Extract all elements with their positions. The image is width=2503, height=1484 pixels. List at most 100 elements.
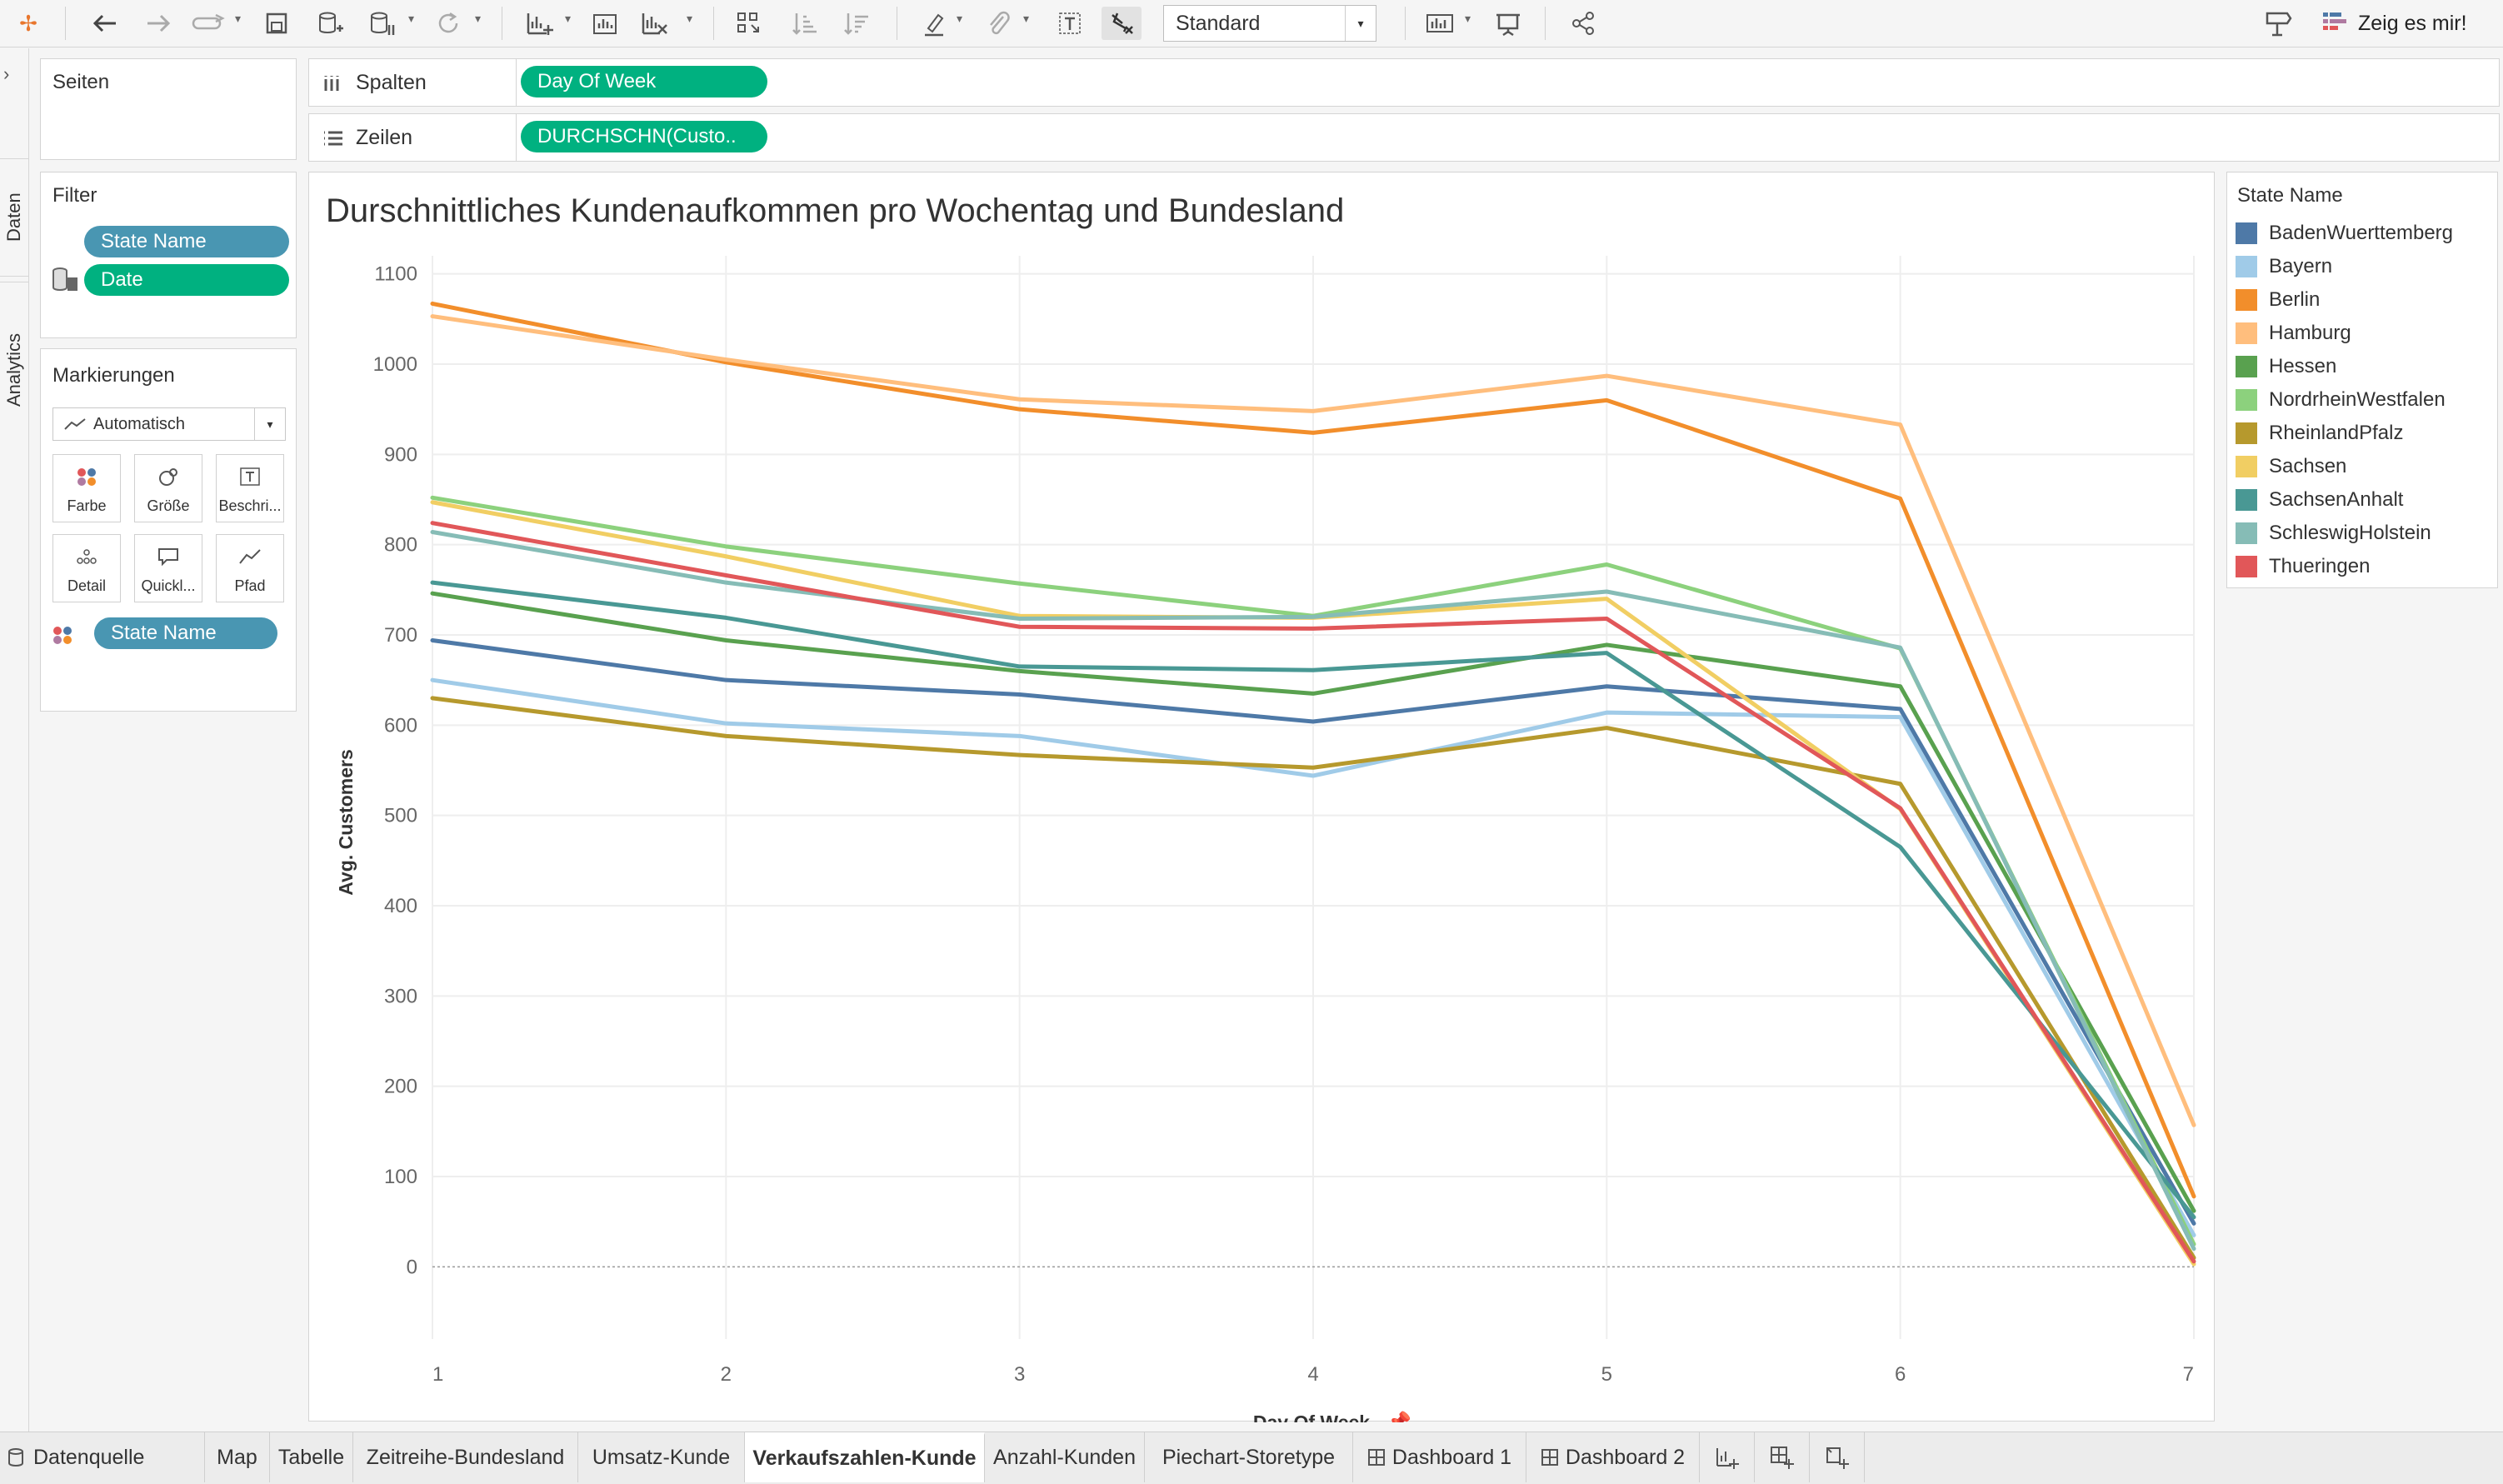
clear-dropdown-icon[interactable]: ▾ — [687, 12, 692, 26]
tab-piechart-storetype[interactable]: Piechart-Storetype — [1145, 1432, 1353, 1482]
rows-pill-avg-customers[interactable]: DURCHSCHN(Custo.. — [521, 121, 767, 152]
legend-item[interactable]: Hamburg — [2236, 319, 2351, 347]
filter-pill-state-name[interactable]: State Name — [84, 226, 289, 257]
replay-icon[interactable] — [188, 7, 230, 40]
save-icon[interactable] — [260, 7, 293, 40]
tooltip-button[interactable]: Quickl... — [134, 534, 202, 602]
new-story-tab-icon[interactable] — [1810, 1432, 1865, 1482]
legend-item[interactable]: SachsenAnhalt — [2236, 486, 2403, 514]
legend-item[interactable]: Hessen — [2236, 352, 2336, 381]
clear-sheet-icon[interactable] — [637, 7, 673, 40]
new-worksheet-tab-icon[interactable] — [1700, 1432, 1755, 1482]
new-datasource-icon[interactable] — [313, 7, 347, 40]
highlight-dropdown-icon[interactable]: ▾ — [957, 12, 962, 26]
tab-map[interactable]: Map — [205, 1432, 270, 1482]
pages-panel-title: Seiten — [52, 71, 109, 94]
swap-axes-icon[interactable] — [732, 7, 768, 40]
label-button[interactable]: Beschri... — [216, 454, 284, 522]
y-tick-label: 500 — [384, 805, 417, 827]
tab-label: Dashboard 1 — [1392, 1446, 1511, 1470]
legend-item[interactable]: NordrheinWestfalen — [2236, 386, 2446, 414]
new-worksheet-icon[interactable] — [522, 7, 558, 40]
undo-icon[interactable] — [87, 7, 123, 40]
duplicate-sheet-icon[interactable] — [588, 7, 625, 40]
path-button[interactable]: Pfad — [216, 534, 284, 602]
sort-descending-icon[interactable] — [840, 7, 877, 40]
tableau-logo-icon[interactable]: ✢ — [12, 7, 45, 40]
presentation-icon[interactable] — [1490, 7, 1526, 40]
refresh-dropdown-icon[interactable]: ▾ — [475, 12, 481, 26]
x-axis-title: Day Of Week — [1253, 1412, 1370, 1422]
color-pill-state-name[interactable]: State Name — [94, 617, 277, 649]
y-tick-label: 400 — [384, 895, 417, 917]
x-tick-label: 5 — [1601, 1363, 1612, 1386]
analytics-pane-tab[interactable]: Analytics — [0, 282, 28, 457]
y-tick-label: 200 — [384, 1076, 417, 1098]
replay-dropdown-icon[interactable]: ▾ — [235, 12, 241, 26]
group-icon[interactable] — [980, 7, 1017, 40]
datasource-dropdown-icon[interactable]: ▾ — [408, 12, 414, 26]
legend-label: Hessen — [2269, 355, 2336, 378]
tab-zeitreihe[interactable]: Zeitreihe-Bundesland — [353, 1432, 578, 1482]
chevron-down-icon: ▾ — [1345, 6, 1376, 41]
legend-item[interactable]: BadenWuerttemberg — [2236, 219, 2453, 247]
view-size-select[interactable]: Standard ▾ — [1163, 5, 1376, 42]
sort-ascending-icon[interactable] — [788, 7, 825, 40]
legend-swatch — [2236, 556, 2257, 577]
show-cards-icon[interactable] — [1421, 7, 1458, 40]
dashboard-icon — [1541, 1448, 1559, 1467]
tab-dashboard-1[interactable]: Dashboard 1 — [1353, 1432, 1526, 1482]
tooltip-icon[interactable] — [2260, 7, 2296, 40]
data-pane-tab[interactable]: Daten — [0, 158, 28, 277]
color-button[interactable]: Farbe — [52, 454, 121, 522]
group-dropdown-icon[interactable]: ▾ — [1023, 12, 1029, 26]
left-rail: › Daten Analytics — [0, 48, 29, 1432]
legend-label: Berlin — [2269, 288, 2320, 312]
legend-item[interactable]: Thueringen — [2236, 552, 2370, 581]
legend-label: NordrheinWestfalen — [2269, 388, 2446, 412]
legend-item[interactable]: Berlin — [2236, 286, 2320, 314]
label-icon[interactable] — [1052, 7, 1088, 40]
rows-icon — [322, 129, 344, 147]
detail-button[interactable]: Detail — [52, 534, 121, 602]
fix-axes-icon[interactable] — [1102, 7, 1142, 40]
datasource-filter-icon — [51, 266, 81, 298]
new-worksheet-dropdown-icon[interactable]: ▾ — [565, 12, 571, 26]
pause-autoupdate-icon[interactable] — [365, 7, 398, 40]
show-me-button[interactable]: Zeig es mir! — [2321, 8, 2467, 38]
y-tick-label: 900 — [384, 443, 417, 466]
new-dashboard-tab-icon[interactable] — [1755, 1432, 1810, 1482]
columns-shelf: Spalten Day Of Week — [308, 58, 2500, 107]
tab-datasource[interactable]: Datenquelle — [0, 1432, 205, 1482]
legend-label: SchleswigHolstein — [2269, 522, 2431, 545]
filter-pill-date[interactable]: Date — [84, 264, 289, 296]
size-button[interactable]: Größe — [134, 454, 202, 522]
highlight-icon[interactable] — [917, 7, 953, 40]
tab-anzahl-kunden[interactable]: Anzahl-Kunden — [985, 1432, 1145, 1482]
legend-item[interactable]: RheinlandPfalz — [2236, 419, 2403, 447]
y-tick-label: 300 — [384, 985, 417, 1007]
columns-pill-day-of-week[interactable]: Day Of Week — [521, 66, 767, 97]
tooltip-label: Quickl... — [141, 577, 195, 595]
refresh-icon[interactable] — [430, 7, 467, 40]
expand-chevron-icon[interactable]: › — [3, 63, 9, 85]
redo-icon[interactable] — [140, 7, 177, 40]
legend-item[interactable]: SchleswigHolstein — [2236, 519, 2431, 547]
size-label: Größe — [147, 497, 189, 515]
legend-item[interactable]: Sachsen — [2236, 452, 2346, 481]
show-cards-dropdown-icon[interactable]: ▾ — [1465, 12, 1471, 26]
legend-title: State Name — [2237, 184, 2343, 207]
mark-type-select[interactable]: Automatisch ▾ — [52, 407, 286, 441]
pin-icon: 📌 — [1386, 1410, 1411, 1422]
tab-label: Datenquelle — [33, 1446, 144, 1470]
toolbar-separator — [1405, 7, 1406, 40]
marks-panel-title: Markierungen — [52, 364, 175, 387]
tab-table[interactable]: Tabelle — [270, 1432, 353, 1482]
tab-dashboard-2[interactable]: Dashboard 2 — [1526, 1432, 1700, 1482]
legend-item[interactable]: Bayern — [2236, 252, 2332, 281]
tab-verkaufszahlen-kunde[interactable]: Verkaufszahlen-Kunde — [745, 1432, 985, 1482]
detail-icon — [75, 547, 98, 572]
tab-umsatz-kunde[interactable]: Umsatz-Kunde — [578, 1432, 745, 1482]
share-icon[interactable] — [1565, 7, 1601, 40]
rows-shelf: Zeilen DURCHSCHN(Custo.. — [308, 113, 2500, 162]
